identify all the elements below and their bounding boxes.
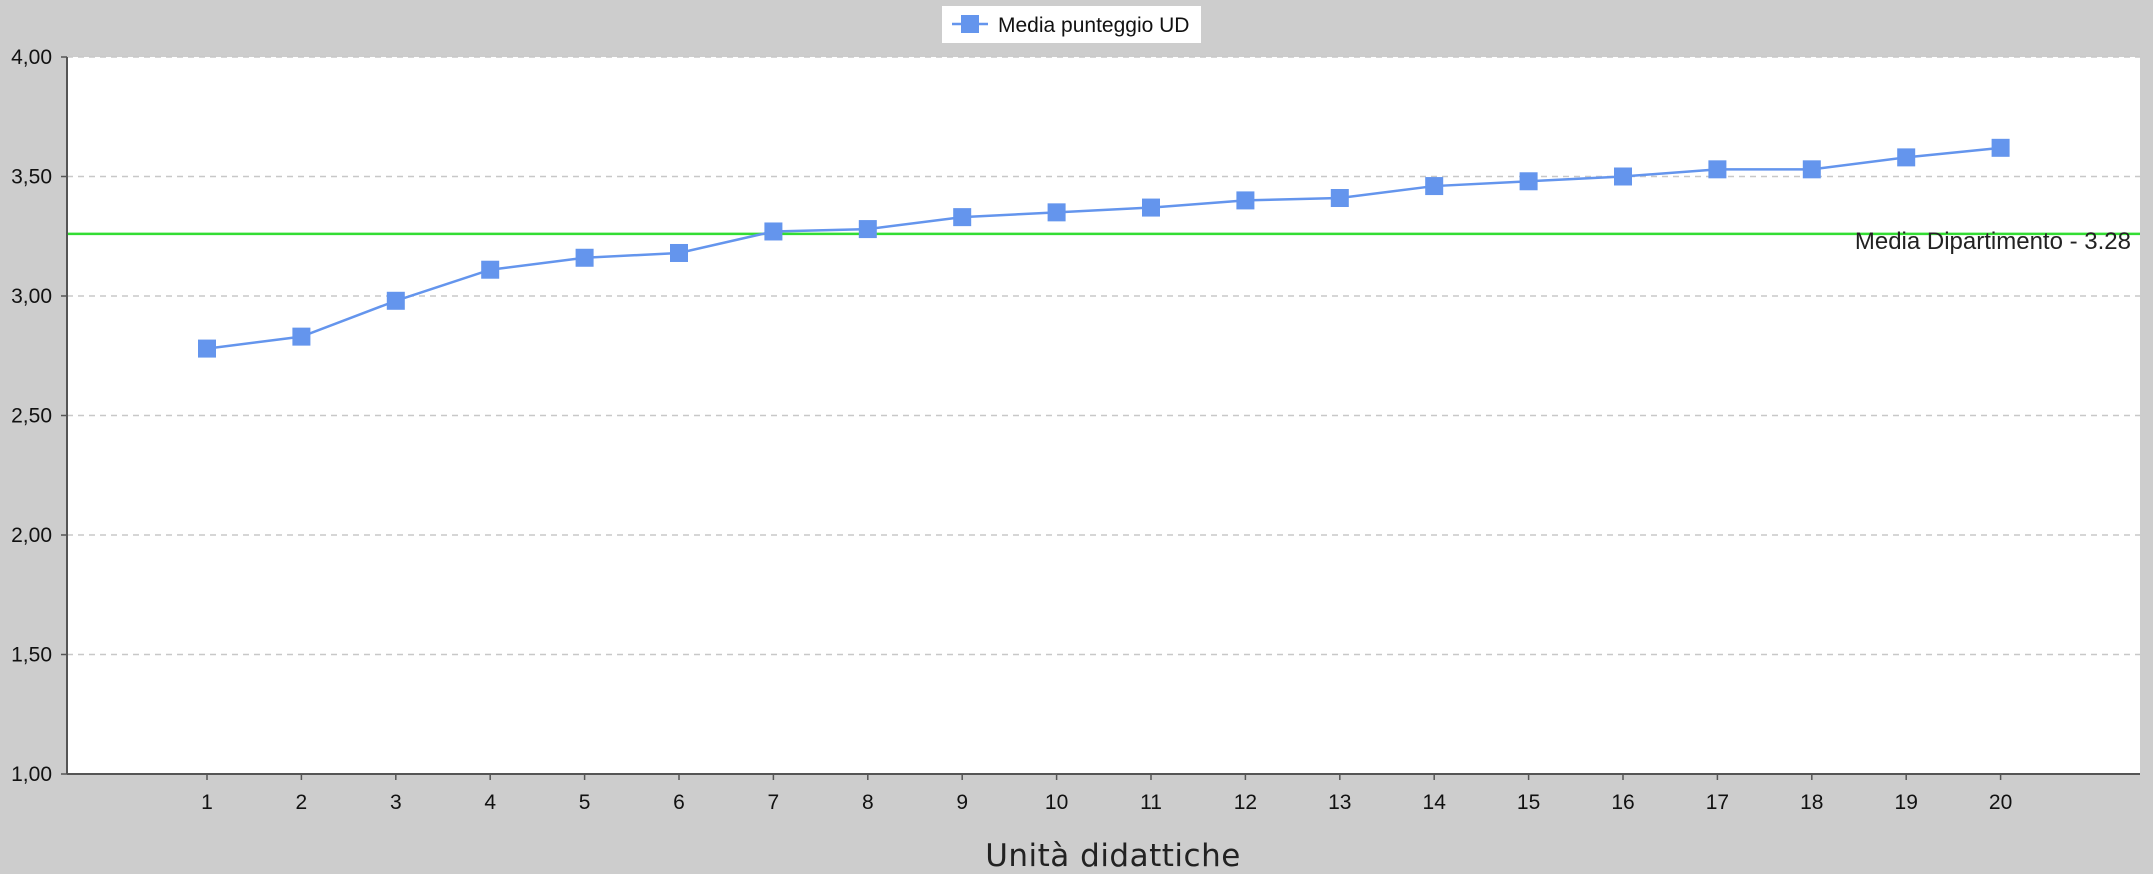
x-tick-label: 13	[1328, 791, 1351, 814]
data-point-marker	[1047, 203, 1066, 222]
y-tick-label: 3,00	[11, 285, 52, 308]
data-point-marker	[953, 208, 972, 227]
data-point-marker	[1897, 148, 1916, 167]
data-point-marker	[575, 248, 594, 267]
legend-marker-swatch	[961, 15, 979, 33]
x-tick-label: 6	[673, 791, 685, 814]
reference-line-label: Media Dipartimento - 3.28	[1855, 228, 2131, 255]
data-point-marker	[858, 220, 877, 239]
x-tick-label: 9	[956, 791, 968, 814]
data-point-marker	[764, 222, 783, 241]
data-point-marker	[1708, 160, 1727, 179]
y-tick-label: 1,00	[11, 763, 52, 786]
x-tick-label: 16	[1611, 791, 1634, 814]
y-tick-label: 2,00	[11, 524, 52, 547]
data-point-marker	[292, 327, 311, 346]
series-line	[206, 146, 2001, 350]
data-point-marker	[1236, 191, 1255, 210]
x-tick-label: 15	[1517, 791, 1540, 814]
y-tick-label: 2,50	[11, 405, 52, 428]
x-axis-label: Unità didattiche	[985, 838, 1241, 874]
x-tick-label: 7	[768, 791, 780, 814]
data-point-marker	[1330, 189, 1349, 208]
x-tick-label: 11	[1140, 791, 1162, 814]
legend-label: Media punteggio UD	[998, 14, 1189, 37]
x-tick-label: 18	[1800, 791, 1823, 814]
x-tick-label: 20	[1989, 791, 2012, 814]
data-point-marker	[198, 339, 216, 358]
data-point-marker	[1614, 167, 1632, 186]
data-point-marker	[1425, 177, 1444, 196]
data-point-marker	[1142, 198, 1160, 217]
series-group	[198, 138, 2010, 358]
x-tick-label: 2	[296, 791, 308, 814]
data-point-marker	[481, 260, 500, 279]
x-tick-label: 10	[1045, 791, 1068, 814]
reference-line-group: Media Dipartimento - 3.28	[67, 228, 2140, 255]
y-tick-labels: 1,00 1,50 2,00 2,50 3,00 3,50 4,00	[11, 46, 67, 786]
x-tick-label: 4	[484, 791, 496, 814]
data-point-marker	[670, 243, 688, 262]
x-tick-label: 8	[862, 791, 874, 814]
data-point-marker	[1991, 138, 2010, 157]
y-tick-label: 1,50	[11, 644, 52, 667]
x-tick-label: 1	[201, 791, 213, 814]
data-point-marker	[1802, 160, 1821, 179]
x-tick-label: 19	[1895, 791, 1918, 814]
x-tick-label: 14	[1423, 791, 1447, 814]
y-tick-label: 3,50	[11, 166, 52, 189]
x-tick-label: 3	[390, 791, 402, 814]
x-tick-labels: 1 2 3 4 5 6 7 8 9 10 11 12 13 14 15 16 17 18 19 20	[201, 774, 2012, 814]
data-point-marker	[386, 291, 405, 310]
data-point-marker	[1519, 172, 1538, 191]
x-tick-label: 12	[1234, 791, 1257, 814]
x-tick-label: 5	[579, 791, 591, 814]
y-tick-label: 4,00	[11, 46, 52, 69]
legend: Media punteggio UD	[942, 6, 1201, 43]
x-tick-label: 17	[1706, 791, 1729, 814]
